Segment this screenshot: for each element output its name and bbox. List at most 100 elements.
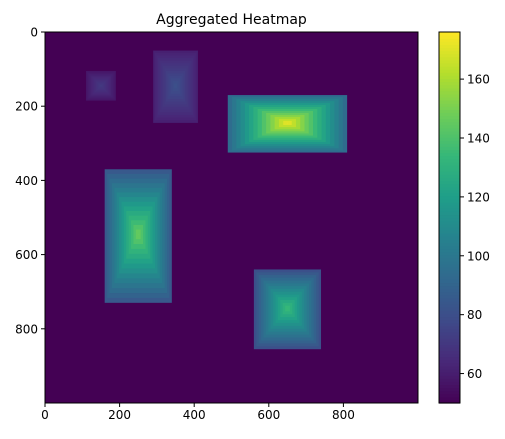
colorbar-segment bbox=[439, 35, 460, 39]
y-tick-label: 400 bbox=[15, 174, 38, 188]
colorbar-tick-label: 140 bbox=[467, 132, 490, 146]
heatmap-cell bbox=[138, 234, 139, 235]
colorbar-segment bbox=[439, 282, 460, 287]
colorbar-segment bbox=[439, 78, 460, 83]
colorbar-segment bbox=[439, 334, 460, 339]
colorbar-segment bbox=[439, 341, 460, 345]
colorbar-segment bbox=[439, 304, 460, 308]
colorbar-segment bbox=[439, 322, 460, 327]
colorbar-segment bbox=[439, 152, 460, 157]
colorbar-segment bbox=[439, 103, 460, 107]
colorbar-segment bbox=[439, 254, 460, 259]
y-tick-label: 600 bbox=[15, 248, 38, 262]
colorbar-segment bbox=[439, 186, 460, 191]
heatmap-cell bbox=[100, 85, 102, 87]
colorbar-segment bbox=[439, 140, 460, 144]
colorbar-segment bbox=[439, 297, 460, 302]
colorbar-segment bbox=[439, 378, 460, 382]
colorbar-tick-label: 160 bbox=[467, 73, 490, 87]
colorbar-segment bbox=[439, 205, 460, 209]
colorbar-segment bbox=[439, 362, 460, 367]
colorbar-segment bbox=[439, 106, 460, 110]
colorbar-tick-label: 80 bbox=[467, 308, 482, 322]
colorbar-segment bbox=[439, 310, 460, 314]
colorbar-segment bbox=[439, 288, 460, 293]
colorbar-segment bbox=[439, 356, 460, 361]
colorbar-segment bbox=[439, 161, 460, 166]
plot-frame bbox=[44, 31, 419, 404]
colorbar-tick-label: 60 bbox=[467, 367, 482, 381]
colorbar-segment bbox=[439, 384, 460, 389]
colorbar-segment bbox=[439, 223, 460, 228]
colorbar-segment bbox=[439, 279, 460, 284]
colorbar-segment bbox=[439, 149, 460, 154]
colorbar-segment bbox=[439, 171, 460, 175]
colorbar-segment bbox=[439, 344, 460, 348]
x-tick-label: 400 bbox=[183, 408, 206, 422]
colorbar-segment bbox=[439, 134, 460, 138]
colorbar-segment bbox=[439, 214, 460, 219]
colorbar-segment bbox=[439, 47, 460, 52]
y-tick-label: 200 bbox=[15, 100, 38, 114]
colorbar-segment bbox=[439, 331, 460, 336]
colorbar-segment bbox=[439, 368, 460, 373]
colorbar-segment bbox=[439, 365, 460, 370]
colorbar-segment bbox=[439, 195, 460, 200]
colorbar-segment bbox=[439, 96, 460, 101]
colorbar-segment bbox=[439, 53, 460, 58]
colorbar-segment bbox=[439, 84, 460, 89]
colorbar-segment bbox=[439, 121, 460, 126]
heatmap-area bbox=[45, 32, 418, 403]
colorbar-segment bbox=[439, 266, 460, 271]
colorbar-segment bbox=[439, 81, 460, 86]
colorbar-segment bbox=[439, 62, 460, 67]
colorbar-segment bbox=[439, 44, 460, 49]
colorbar-segment bbox=[439, 38, 460, 42]
colorbar-segment bbox=[439, 75, 460, 79]
colorbar-segment bbox=[439, 56, 460, 61]
colorbar-tick-label: 100 bbox=[467, 249, 490, 263]
colorbar-segment bbox=[439, 100, 460, 104]
colorbar-segment bbox=[439, 316, 460, 321]
colorbar-segment bbox=[439, 93, 460, 98]
x-tick-label: 800 bbox=[332, 408, 355, 422]
x-tick-label: 600 bbox=[257, 408, 280, 422]
colorbar-segment bbox=[439, 192, 460, 197]
colorbar-segment bbox=[439, 69, 460, 73]
colorbar-segment bbox=[439, 41, 460, 45]
colorbar-segment bbox=[439, 168, 460, 172]
colorbar-segment bbox=[439, 220, 460, 225]
colorbar-segment bbox=[439, 387, 460, 392]
colorbar-segment bbox=[439, 130, 460, 135]
y-tick-label: 800 bbox=[15, 322, 38, 336]
colorbar-segment bbox=[439, 208, 460, 212]
colorbar-segment bbox=[439, 90, 460, 95]
colorbar-segment bbox=[439, 183, 460, 188]
colorbar-segment bbox=[439, 248, 460, 253]
colorbar-segment bbox=[439, 307, 460, 311]
colorbar-segment bbox=[439, 174, 460, 178]
colorbar-segment bbox=[439, 372, 460, 376]
colorbar-segment bbox=[439, 273, 460, 277]
colorbar-segment bbox=[439, 202, 460, 206]
colorbar-segment bbox=[439, 232, 460, 237]
colorbar-segment bbox=[439, 109, 460, 113]
heatmap-region bbox=[153, 50, 198, 123]
colorbar-segment bbox=[439, 164, 460, 169]
heatmap-region bbox=[104, 169, 172, 303]
colorbar-segment bbox=[439, 270, 460, 274]
colorbar-segment bbox=[439, 294, 460, 299]
colorbar-segment bbox=[439, 390, 460, 395]
colorbar-segment bbox=[439, 350, 460, 355]
colorbar-segment bbox=[439, 239, 460, 243]
colorbar-segment bbox=[439, 146, 460, 151]
colorbar-segment bbox=[439, 396, 460, 401]
colorbar-segment bbox=[439, 226, 460, 231]
colorbar-segment bbox=[439, 66, 460, 70]
y-tick-label: 0 bbox=[30, 26, 38, 40]
colorbar-segment bbox=[439, 319, 460, 324]
colorbar-segment bbox=[439, 353, 460, 358]
colorbar-segment bbox=[439, 285, 460, 290]
colorbar-segment bbox=[439, 257, 460, 262]
colorbar-segment bbox=[439, 260, 460, 265]
